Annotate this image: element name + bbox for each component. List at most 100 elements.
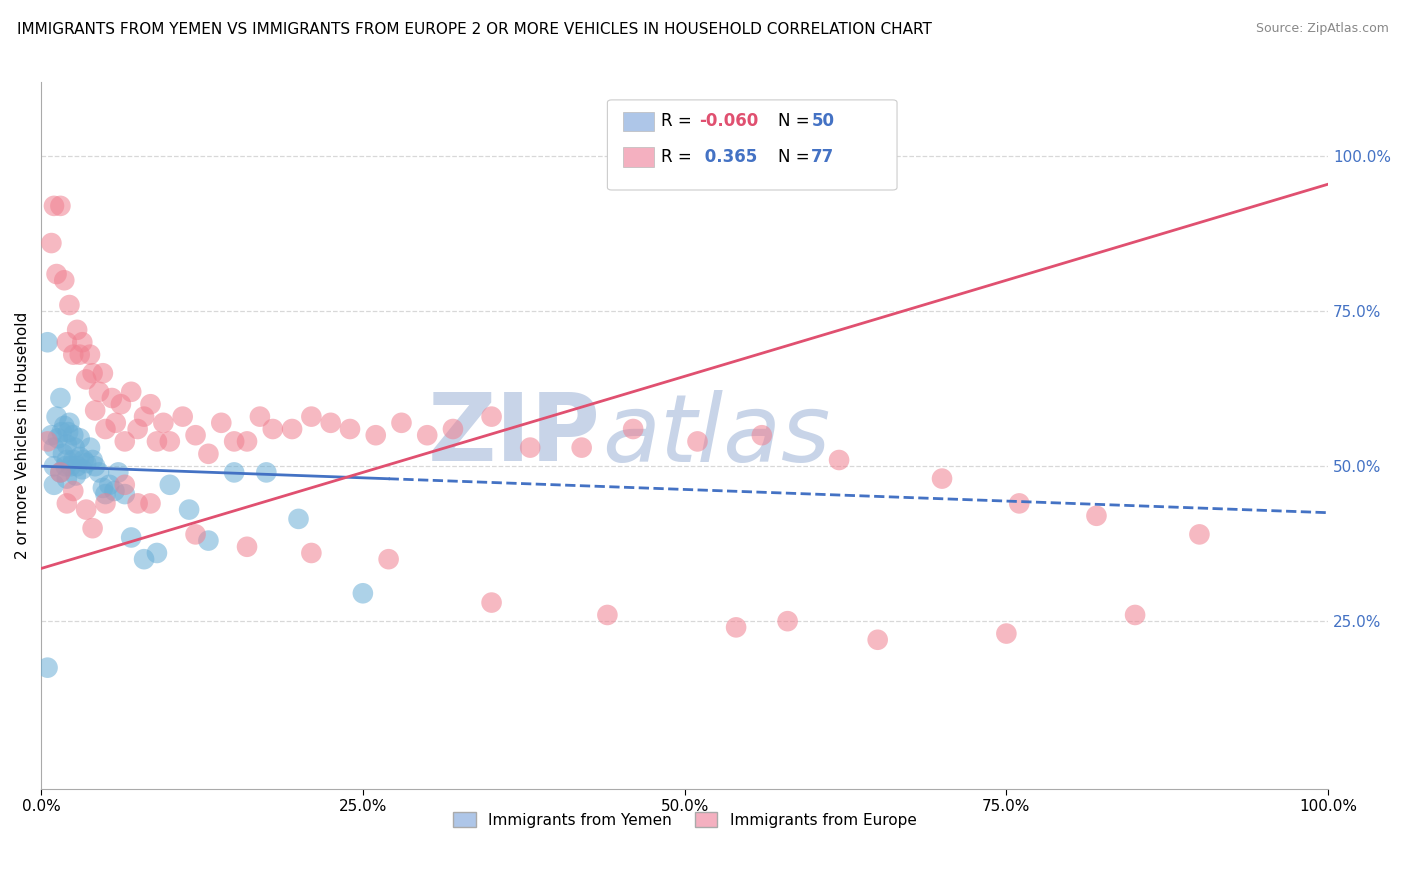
Text: 50: 50: [811, 112, 834, 130]
Point: [55, 459, 77, 474]
Point: [104, 416, 127, 430]
Point: [62, 483, 84, 498]
Point: [172, 409, 194, 424]
Point: [107, 466, 129, 480]
Point: [37, 335, 59, 350]
Point: [114, 487, 136, 501]
Point: [58, 416, 80, 430]
Point: [72, 453, 94, 467]
Text: IMMIGRANTS FROM YEMEN VS IMMIGRANTS FROM EUROPE 2 OR MORE VEHICLES IN HOUSEHOLD : IMMIGRANTS FROM YEMEN VS IMMIGRANTS FROM…: [17, 22, 932, 37]
Point: [995, 626, 1018, 640]
Point: [931, 472, 953, 486]
Point: [66, 323, 89, 337]
Point: [519, 441, 541, 455]
Point: [725, 620, 748, 634]
Point: [299, 409, 322, 424]
Point: [98, 477, 121, 491]
Point: [42, 441, 65, 455]
Point: [62, 453, 84, 467]
Text: atlas: atlas: [602, 390, 831, 481]
Point: [127, 422, 149, 436]
Point: [249, 409, 271, 424]
Point: [65, 468, 87, 483]
Point: [1188, 527, 1211, 541]
Point: [79, 441, 101, 455]
Point: [49, 199, 72, 213]
Point: [53, 273, 76, 287]
Point: [56, 437, 79, 451]
Point: [776, 614, 799, 628]
Point: [751, 428, 773, 442]
Point: [132, 409, 155, 424]
Point: [571, 441, 593, 455]
Point: [101, 391, 124, 405]
Point: [87, 384, 110, 399]
Point: [58, 298, 80, 312]
Text: -0.060: -0.060: [699, 112, 758, 130]
Point: [441, 422, 464, 436]
Point: [352, 586, 374, 600]
Point: [49, 466, 72, 480]
Point: [45, 409, 67, 424]
Point: [364, 428, 387, 442]
Point: [94, 487, 117, 501]
Point: [91, 481, 114, 495]
Legend: Immigrants from Yemen, Immigrants from Europe: Immigrants from Yemen, Immigrants from E…: [447, 805, 922, 834]
Point: [72, 462, 94, 476]
Point: [621, 422, 644, 436]
Point: [281, 422, 304, 436]
Point: [114, 477, 136, 491]
Point: [84, 403, 107, 417]
Point: [45, 267, 67, 281]
Text: Source: ZipAtlas.com: Source: ZipAtlas.com: [1256, 22, 1389, 36]
Point: [72, 335, 94, 350]
Point: [236, 540, 259, 554]
Point: [49, 466, 72, 480]
Point: [262, 422, 284, 436]
Point: [63, 441, 86, 455]
Point: [481, 409, 503, 424]
Point: [69, 348, 91, 362]
Point: [94, 496, 117, 510]
Point: [1008, 496, 1031, 510]
Point: [62, 348, 84, 362]
Text: 0.365: 0.365: [699, 148, 756, 166]
Point: [62, 428, 84, 442]
Point: [37, 434, 59, 449]
Point: [37, 660, 59, 674]
Point: [127, 496, 149, 510]
Point: [46, 431, 69, 445]
Point: [339, 422, 361, 436]
Point: [179, 502, 201, 516]
Point: [224, 466, 246, 480]
Point: [82, 366, 104, 380]
Point: [79, 348, 101, 362]
Point: [82, 453, 104, 467]
Point: [120, 531, 142, 545]
Text: N =: N =: [778, 148, 814, 166]
Point: [94, 422, 117, 436]
Point: [416, 428, 439, 442]
Point: [69, 431, 91, 445]
Point: [236, 434, 259, 449]
Point: [49, 391, 72, 405]
Point: [91, 366, 114, 380]
Point: [75, 502, 97, 516]
Point: [51, 425, 73, 439]
Point: [596, 607, 619, 622]
Point: [56, 472, 79, 486]
Point: [159, 477, 181, 491]
Point: [82, 521, 104, 535]
Point: [197, 533, 219, 548]
Point: [87, 466, 110, 480]
Text: ZIP: ZIP: [427, 389, 600, 481]
Point: [299, 546, 322, 560]
Text: R =: R =: [661, 148, 697, 166]
Point: [377, 552, 399, 566]
Point: [103, 483, 125, 498]
Point: [110, 397, 132, 411]
Text: N =: N =: [778, 112, 814, 130]
Point: [184, 428, 207, 442]
Point: [84, 459, 107, 474]
Point: [41, 235, 63, 250]
